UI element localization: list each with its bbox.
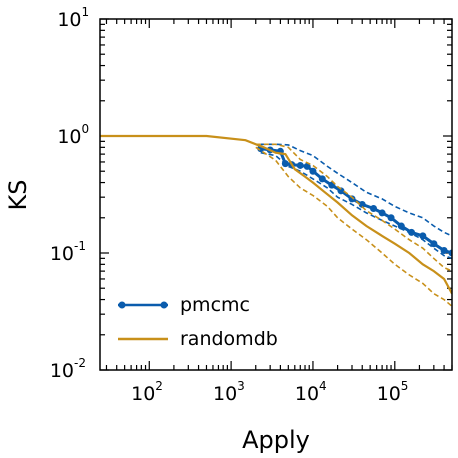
series-pmcmc-point — [296, 161, 304, 169]
y-tick-label-exp: -1 — [74, 239, 86, 253]
y-tick-label-exp: 1 — [82, 5, 90, 19]
series-pmcmc-point — [370, 205, 378, 213]
series-pmcmc-point — [348, 195, 356, 203]
y-axis-label: KS — [4, 180, 32, 211]
y-tick-label-exp: -2 — [74, 356, 86, 370]
series-pmcmc-point — [337, 187, 345, 195]
series-pmcmc-point — [430, 240, 438, 248]
series-pmcmc-point — [448, 249, 452, 257]
series-layer — [100, 134, 452, 307]
axis-ticks — [100, 18, 453, 371]
series-pmcmc-point — [408, 228, 416, 236]
legend: pmcmc randomdb — [118, 294, 278, 350]
legend-marker-pmcmc — [160, 301, 168, 309]
series-pmcmc-point — [303, 162, 311, 170]
series-pmcmc-lower — [260, 151, 452, 260]
y-tick-label: 10 — [57, 9, 81, 31]
x-axis-label: Apply — [242, 426, 310, 454]
y-tick-label: 10 — [50, 243, 74, 265]
series-pmcmc-point — [358, 200, 366, 208]
legend-label-randomdb: randomdb — [180, 328, 278, 350]
series-pmcmc-point — [378, 209, 386, 217]
x-tick-label: 10 — [295, 383, 319, 405]
series-pmcmc-point — [281, 160, 289, 168]
legend-marker-pmcmc — [118, 301, 126, 309]
series-pmcmc-point — [440, 247, 448, 255]
x-tick-label-exp: 2 — [155, 379, 163, 393]
series-pmcmc-point — [387, 214, 395, 222]
tick-labels: 10 2 10 3 10 4 10 510 -210 -110 010 1 — [50, 5, 409, 405]
x-tick-label: 10 — [213, 383, 237, 405]
x-tick-label-exp: 3 — [237, 379, 245, 393]
x-tick-label-exp: 4 — [319, 379, 327, 393]
series-pmcmc-point — [318, 175, 326, 183]
x-tick-label-exp: 5 — [401, 379, 409, 393]
series-pmcmc-point — [397, 222, 405, 230]
y-tick-label: 10 — [50, 360, 74, 382]
series-randomdb-line — [100, 134, 452, 295]
legend-label-pmcmc: pmcmc — [180, 294, 250, 316]
series-randomdb-lower — [255, 146, 452, 307]
series-pmcmc-point — [309, 167, 317, 175]
x-tick-label: 10 — [131, 383, 155, 405]
series-randomdb-upper — [255, 143, 452, 272]
plot-frame — [99, 18, 453, 371]
series-pmcmc-point — [419, 232, 427, 240]
y-tick-label-exp: 0 — [82, 122, 90, 136]
y-tick-label: 10 — [57, 126, 81, 148]
series-pmcmc-upper — [260, 143, 452, 237]
x-tick-label: 10 — [377, 383, 401, 405]
